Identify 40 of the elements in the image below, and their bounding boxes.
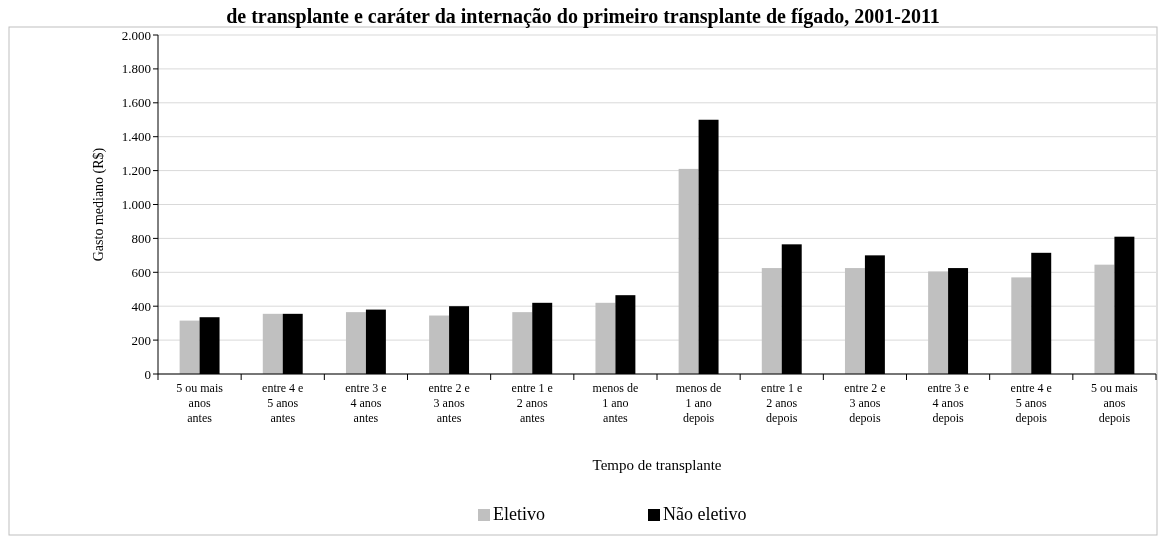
bar [761, 268, 782, 374]
x-tick-label: 5 ou mais anos antes [176, 381, 224, 425]
bar [1094, 264, 1115, 374]
x-tick-label: entre 4 e 5 anos depois [1010, 381, 1052, 425]
y-tick-label: 1.800 [121, 61, 151, 77]
bar [262, 313, 283, 374]
y-tick-label: 200 [131, 332, 151, 348]
bar [928, 271, 949, 374]
y-tick-label: 600 [131, 264, 151, 280]
x-tick-label: entre 1 e 2 anos antes [511, 381, 553, 425]
y-axis-title: Gasto mediano (R$) [91, 147, 107, 262]
bar [179, 320, 200, 374]
bar [345, 312, 366, 374]
y-tick-label: 1.600 [121, 95, 151, 111]
y-tick-label: 400 [131, 298, 151, 314]
x-tick-label: entre 3 e 4 anos antes [345, 381, 387, 425]
x-tick-label: entre 1 e 2 anos depois [761, 381, 803, 425]
y-tick-label: 2.000 [121, 27, 151, 43]
x-tick-label: 5 ou mais anos depois [1091, 381, 1139, 425]
legend-label: Eletivo [493, 504, 545, 524]
chart-title: de transplante e caráter da internação do primeiro transplante de fígado, 2001-2011 [226, 5, 940, 28]
x-tick-label: entre 4 e 5 anos antes [262, 381, 304, 425]
x-tick-label: menos de 1 ano antes [592, 381, 639, 425]
y-tick-label: 0 [144, 366, 151, 382]
x-tick-label: entre 3 e 4 anos depois [927, 381, 969, 425]
bar [595, 302, 616, 374]
x-tick-label: menos de 1 ano depois [675, 381, 722, 425]
y-tick-label: 1.400 [121, 129, 151, 145]
legend-label: Não eletivo [663, 504, 747, 524]
x-tick-label: entre 2 e 3 anos antes [428, 381, 470, 425]
y-tick-label: 800 [131, 230, 151, 246]
y-tick-label: 1.200 [121, 163, 151, 179]
bar [1011, 277, 1032, 374]
bar [678, 168, 699, 374]
y-tick-label: 1.000 [121, 197, 151, 213]
bar [429, 315, 450, 374]
x-axis-title: Tempo de transplante [592, 457, 722, 473]
x-tick-label: entre 2 e 3 anos depois [844, 381, 886, 425]
bar [512, 312, 533, 374]
bar [844, 268, 865, 374]
